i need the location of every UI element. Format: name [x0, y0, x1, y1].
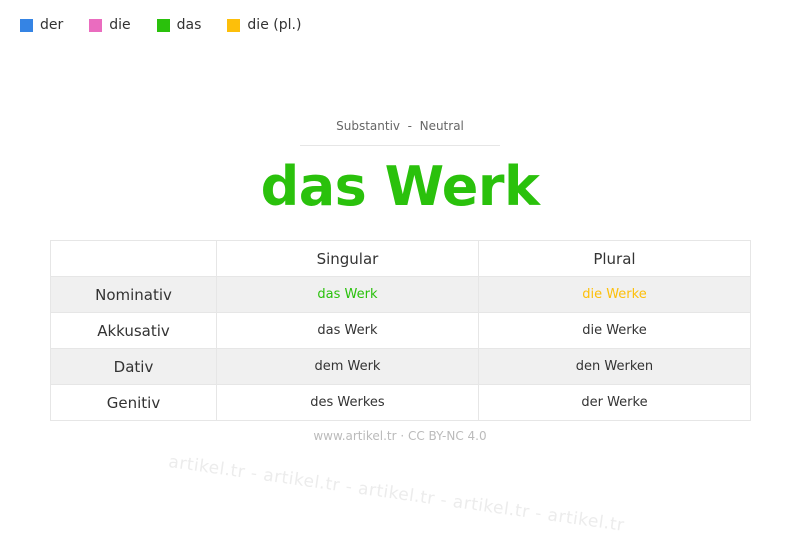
word-type: Substantiv - Neutral	[336, 119, 464, 133]
color-swatch	[89, 18, 103, 32]
table-row: Dativ dem Werk den Werken	[50, 348, 752, 385]
legend-label: die (pl.)	[247, 17, 302, 33]
plural-cell: die Werke	[477, 312, 752, 349]
table-row: Genitiv des Werkes der Werke	[50, 384, 752, 421]
header-singular: Singular	[216, 240, 479, 277]
legend-label: das	[176, 17, 202, 33]
case-label: Dativ	[50, 348, 217, 385]
legend-label: die	[109, 17, 131, 33]
legend-item-die: die	[89, 17, 131, 33]
color-swatch	[227, 18, 241, 32]
singular-cell: des Werkes	[216, 384, 479, 421]
table-row: Nominativ das Werk die Werke	[50, 276, 752, 313]
color-swatch	[156, 18, 170, 32]
color-swatch	[20, 18, 33, 32]
plural-cell: der Werke	[477, 384, 752, 421]
singular-cell: das Werk	[216, 276, 479, 313]
footer-credit: www.artikel.tr · CC BY-NC 4.0	[313, 429, 487, 443]
legend-item-das: das	[156, 17, 202, 33]
plural-cell: den Werken	[477, 348, 752, 385]
singular-cell: dem Werk	[216, 348, 479, 385]
plural-cell: die Werke	[477, 276, 752, 313]
legend-item-plural: die (pl.)	[227, 17, 301, 33]
header-empty	[50, 240, 217, 277]
case-label: Nominativ	[50, 276, 217, 313]
declension-table: Singular Plural Nominativ das Werk die W…	[50, 240, 752, 421]
legend-label: der	[40, 17, 64, 33]
case-label: Genitiv	[50, 384, 217, 421]
watermark: artikel.tr - artikel.tr - artikel.tr - a…	[167, 452, 626, 536]
table-header-row: Singular Plural	[50, 240, 752, 277]
legend: der die das die (pl.)	[20, 17, 327, 33]
table-row: Akkusativ das Werk die Werke	[50, 312, 752, 349]
page-title: das Werk	[260, 155, 540, 218]
legend-item-der: der	[20, 17, 63, 33]
singular-cell: das Werk	[216, 312, 479, 349]
header-plural: Plural	[477, 240, 752, 277]
divider	[300, 145, 500, 146]
case-label: Akkusativ	[50, 312, 217, 349]
